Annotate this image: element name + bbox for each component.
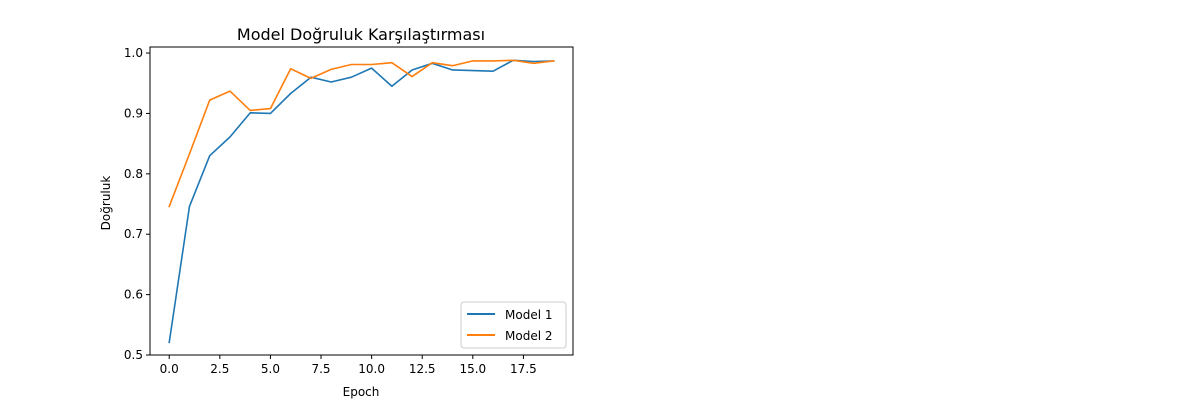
y-axis: 0.5 0.6 0.7 0.8 0.9 1.0	[124, 46, 150, 362]
legend: Model 1 Model 2	[460, 301, 567, 349]
y-tick-label: 1.0	[124, 46, 143, 60]
x-axis: 0.0 2.5 5.0 7.5 10.0 12.5 15.0 17.5	[160, 355, 537, 376]
y-tick-label: 0.5	[124, 348, 143, 362]
series-line-model-2	[168, 59, 555, 208]
plot-frame	[149, 46, 574, 356]
series-line-model-1	[168, 59, 555, 344]
x-tick-label: 7.5	[311, 362, 330, 376]
x-tick-label: 12.5	[409, 362, 436, 376]
y-axis-label: Doğruluk	[99, 176, 113, 231]
legend-label-model-2: Model 2	[505, 329, 552, 343]
series-layer	[168, 59, 555, 344]
x-tick-label: 15.0	[459, 362, 486, 376]
x-tick-label: 2.5	[210, 362, 229, 376]
y-tick-label: 0.6	[124, 288, 143, 302]
legend-label-model-1: Model 1	[505, 308, 552, 322]
x-tick-label: 17.5	[510, 362, 537, 376]
x-axis-label: Epoch	[343, 385, 380, 399]
chart-title: Model Doğruluk Karşılaştırması	[237, 25, 485, 44]
x-tick-label: 10.0	[358, 362, 385, 376]
x-tick-label: 5.0	[261, 362, 280, 376]
y-tick-label: 0.7	[124, 227, 143, 241]
y-tick-label: 0.8	[124, 167, 143, 181]
y-tick-label: 0.9	[124, 106, 143, 120]
x-tick-label: 0.0	[160, 362, 179, 376]
